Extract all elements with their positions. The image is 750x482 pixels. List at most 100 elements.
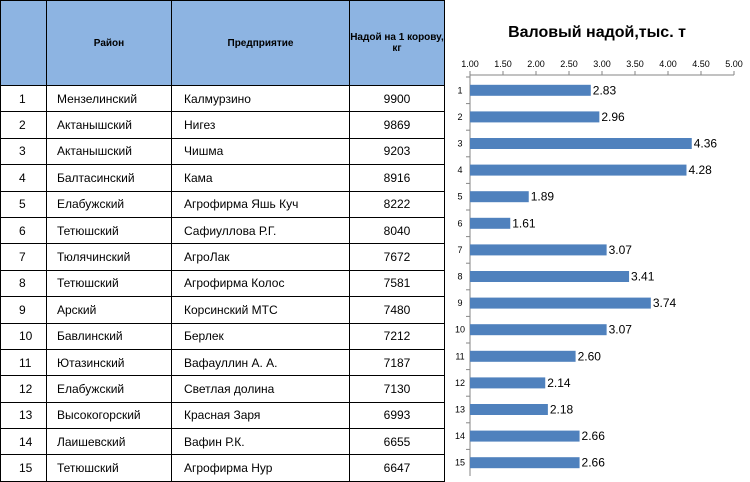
table-row: 9 Арский Корсинский МТС 7480 <box>0 296 445 324</box>
x-tick-label: 2.00 <box>527 59 545 69</box>
bar <box>470 164 687 176</box>
cell-region: Высокогорский <box>46 401 172 430</box>
bar <box>470 324 607 336</box>
x-tick-label: 3.50 <box>626 59 644 69</box>
header-num <box>0 0 47 86</box>
cell-num: 1 <box>0 84 47 113</box>
category-label: 12 <box>455 378 465 388</box>
cell-enterprise: Агрофирма Колос <box>171 269 350 298</box>
table-row: 2 Актанышский Нигез 9869 <box>0 111 445 139</box>
bar <box>470 297 651 309</box>
cell-yield: 9203 <box>349 137 445 166</box>
category-label: 9 <box>457 298 462 308</box>
table-row: 5 Елабужский Агрофирма Яшь Куч 8222 <box>0 190 445 218</box>
category-label: 11 <box>455 351 464 361</box>
cell-yield: 8916 <box>349 164 445 192</box>
cell-num: 11 <box>0 348 47 377</box>
cell-region: Тетюшский <box>46 269 172 298</box>
data-label: 2.66 <box>582 456 606 470</box>
header-region: Район <box>46 0 172 86</box>
table-row: 3 Актанышский Чишма 9203 <box>0 137 445 166</box>
cell-region: Мензелинский <box>46 84 172 113</box>
category-label: 14 <box>455 431 465 441</box>
bar <box>470 377 546 389</box>
x-tick-label: 4.00 <box>659 59 677 69</box>
cell-num: 7 <box>0 243 47 271</box>
table-row: 6 Тетюшский Сафиуллова Р.Г. 8040 <box>0 216 445 245</box>
category-label: 1 <box>457 85 462 95</box>
cell-enterprise: Корсинский МТС <box>171 296 350 324</box>
cell-yield: 7480 <box>349 296 445 324</box>
bars-group <box>470 84 692 469</box>
data-table-container: Район Предприятие Надой на 1 корову, кг … <box>0 0 445 482</box>
cell-num: 14 <box>0 428 47 456</box>
cell-num: 6 <box>0 216 47 245</box>
data-label: 4.36 <box>694 137 718 151</box>
cell-yield: 6655 <box>349 428 445 456</box>
data-label: 2.96 <box>601 110 625 124</box>
cell-region: Ютазинский <box>46 348 172 377</box>
cell-enterprise: АгроЛак <box>171 243 350 271</box>
table-row: 15 Тетюшский Агрофирма Нур 6647 <box>0 454 445 482</box>
cell-region: Актанышский <box>46 137 172 166</box>
cell-yield: 9869 <box>349 111 445 139</box>
table-row: 8 Тетюшский Агрофирма Колос 7581 <box>0 269 445 298</box>
data-label: 3.07 <box>609 323 633 337</box>
x-tick-label: 1.00 <box>461 59 479 69</box>
cell-yield: 7187 <box>349 348 445 377</box>
cell-enterprise: Сафиуллова Р.Г. <box>171 216 350 245</box>
header-yield: Надой на 1 корову, кг <box>349 0 445 86</box>
category-label: 4 <box>457 165 462 175</box>
cell-region: Елабужский <box>46 375 172 403</box>
data-label: 3.41 <box>631 270 655 284</box>
table-header-row: Район Предприятие Надой на 1 корову, кг <box>0 0 445 86</box>
cell-region: Тетюшский <box>46 216 172 245</box>
x-axis-ticks: 1.00 1.50 2.00 2.50 3.00 3.50 4.00 4.50 5.00 <box>461 59 743 75</box>
cell-region: Тетюшский <box>46 454 172 482</box>
cell-enterprise: Вафауллин А. А. <box>171 348 350 377</box>
table-row: 1 Мензелинский Калмурзино 9900 <box>0 84 445 113</box>
data-label: 2.14 <box>547 376 571 390</box>
cell-yield: 7130 <box>349 375 445 403</box>
bar <box>470 84 591 96</box>
cell-num: 5 <box>0 190 47 218</box>
cell-yield: 9900 <box>349 84 445 113</box>
cell-num: 9 <box>0 296 47 324</box>
cell-yield: 7212 <box>349 322 445 350</box>
category-label: 10 <box>455 325 465 335</box>
category-label: 8 <box>457 272 462 282</box>
data-label: 2.83 <box>593 83 617 97</box>
category-label: 13 <box>455 405 465 415</box>
cell-region: Елабужский <box>46 190 172 218</box>
x-tick-label: 1.50 <box>494 59 512 69</box>
bar <box>470 457 580 469</box>
cell-num: 12 <box>0 375 47 403</box>
table-row: 10 Бавлинский Берлек 7212 <box>0 322 445 350</box>
data-label: 1.61 <box>512 216 536 230</box>
table-row: 7 Тюлячинский АгроЛак 7672 <box>0 243 445 271</box>
data-label: 2.66 <box>582 429 606 443</box>
cell-num: 4 <box>0 164 47 192</box>
x-tick-label: 5.00 <box>725 59 743 69</box>
category-label: 6 <box>457 218 462 228</box>
cell-enterprise: Кама <box>171 164 350 192</box>
cell-yield: 7672 <box>349 243 445 271</box>
cell-yield: 7581 <box>349 269 445 298</box>
cell-region: Лаишевский <box>46 428 172 456</box>
table-row: 14 Лаишевский Вафин Р.К. 6655 <box>0 428 445 456</box>
cell-enterprise: Агрофирма Нур <box>171 454 350 482</box>
table-row: 11 Ютазинский Вафауллин А. А. 7187 <box>0 348 445 377</box>
cell-region: Балтасинский <box>46 164 172 192</box>
cell-num: 2 <box>0 111 47 139</box>
chart-title: Валовый надой,тыс. т <box>508 24 686 41</box>
cell-yield: 8040 <box>349 216 445 245</box>
bar <box>470 350 576 362</box>
cell-enterprise: Красная Заря <box>171 401 350 430</box>
data-label: 3.07 <box>609 243 633 257</box>
yield-bar-chart: Валовый надой,тыс. т 1.00 1.50 2.00 2.50 3.0… <box>455 24 743 476</box>
data-label: 1.89 <box>531 190 555 204</box>
cell-enterprise: Агрофирма Яшь Куч <box>171 190 350 218</box>
data-label: 3.74 <box>653 296 677 310</box>
cell-enterprise: Чишма <box>171 137 350 166</box>
